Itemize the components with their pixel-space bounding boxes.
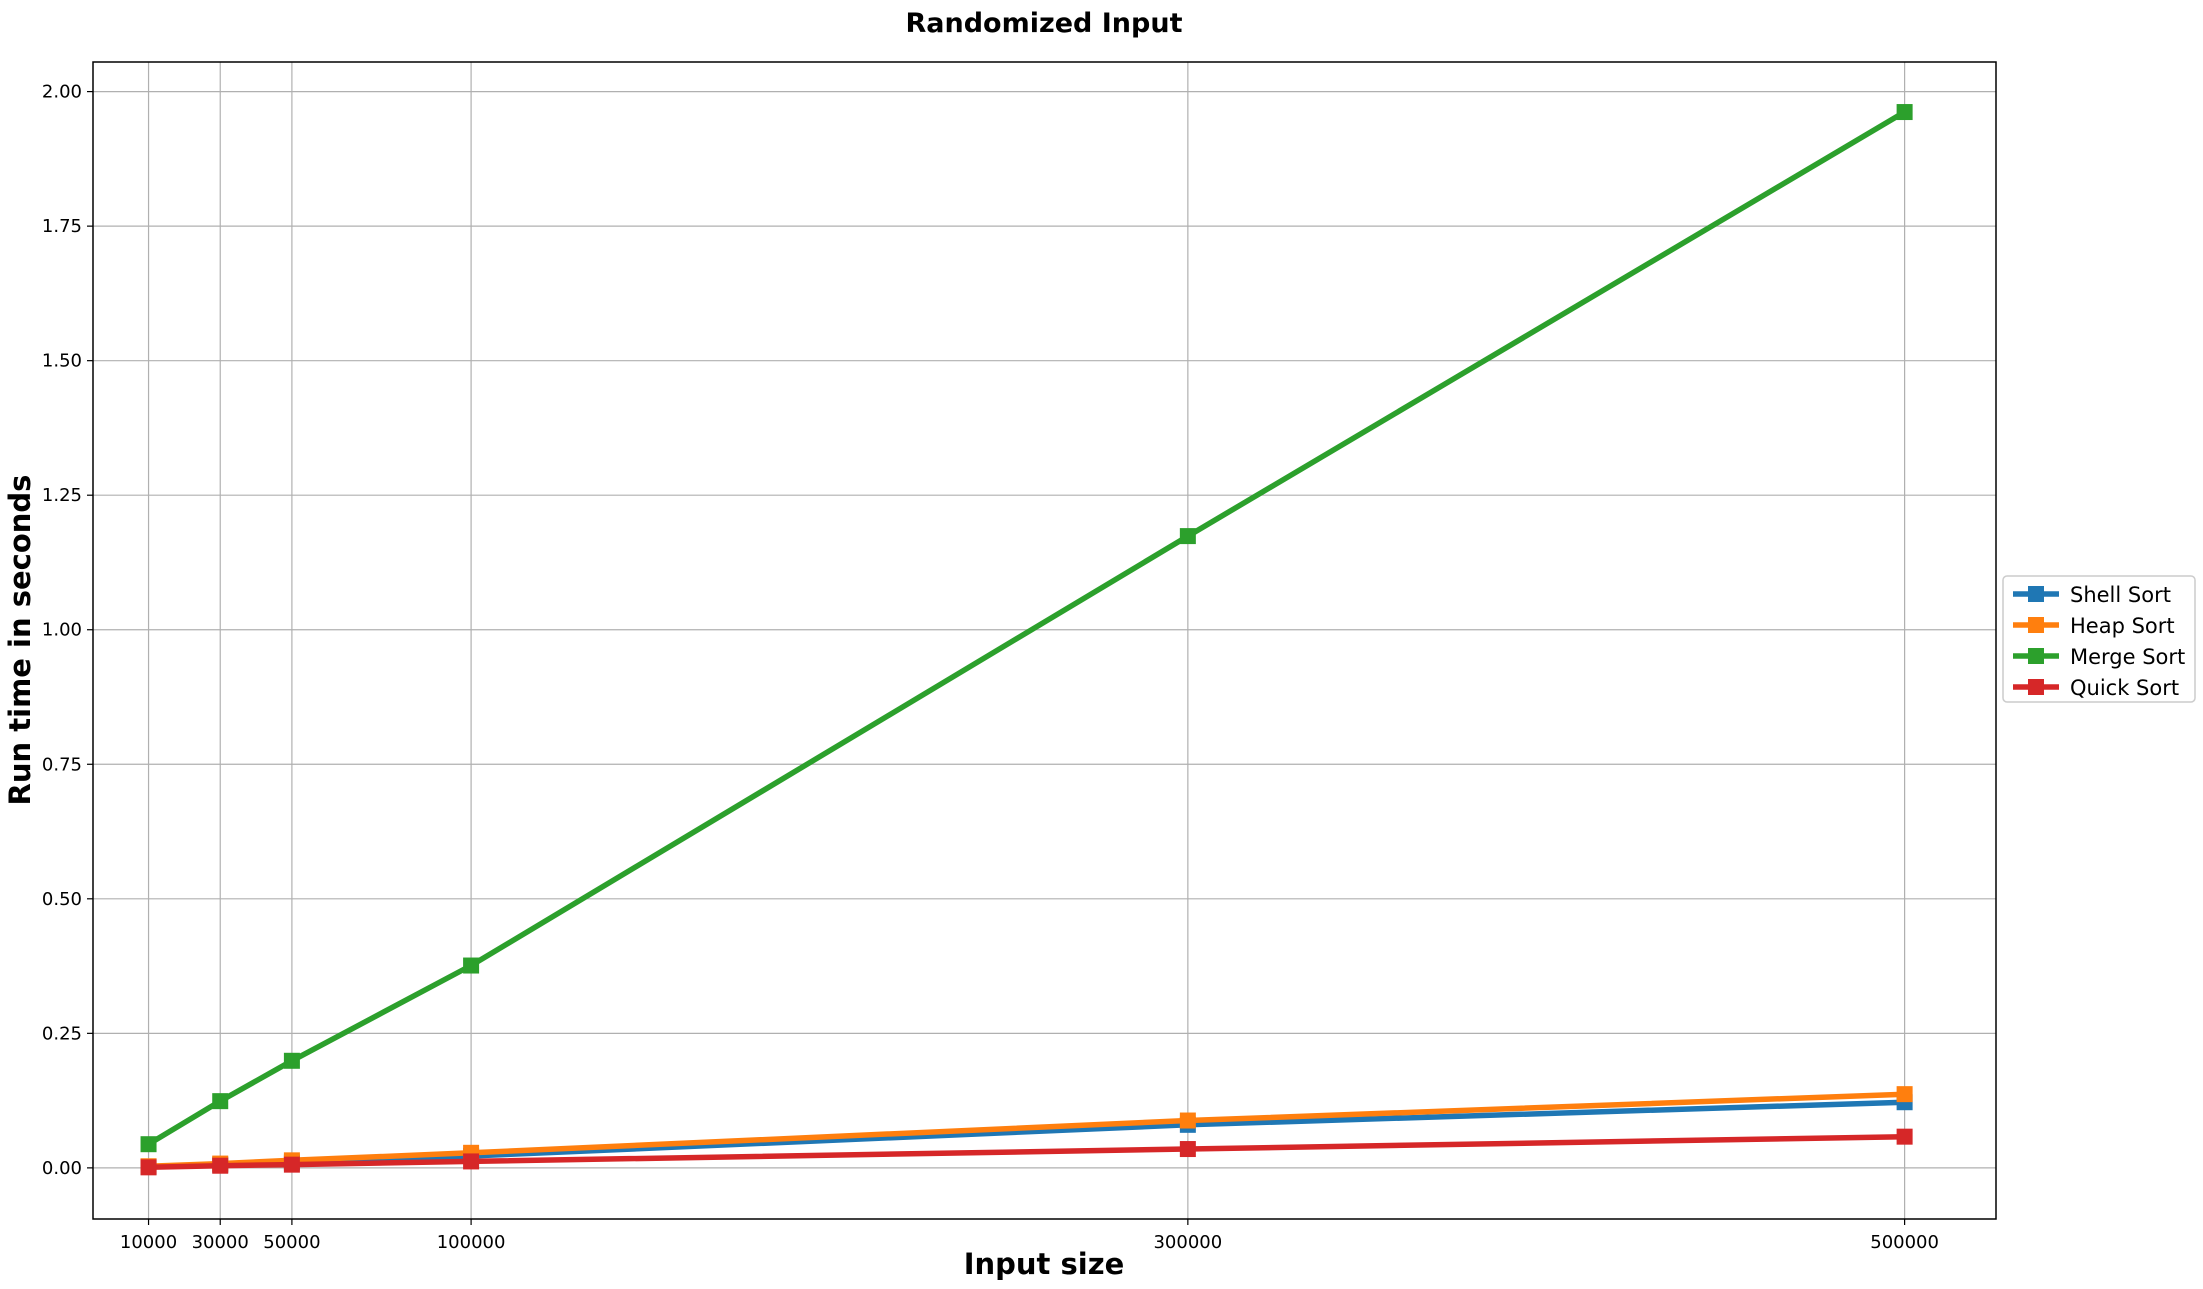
y-tick-label: 1.50 bbox=[42, 351, 82, 372]
legend-item: Heap Sort bbox=[2013, 614, 2175, 638]
legend-item: Quick Sort bbox=[2013, 676, 2179, 700]
series-layer bbox=[140, 104, 1913, 1176]
legend-swatch-marker bbox=[2028, 617, 2044, 633]
series-quick-sort bbox=[140, 1128, 1913, 1176]
legend-item: Shell Sort bbox=[2013, 583, 2171, 607]
y-tick-label: 1.25 bbox=[42, 485, 82, 506]
y-tick-label: 0.50 bbox=[42, 889, 82, 910]
legend-item: Merge Sort bbox=[2013, 645, 2185, 669]
data-point-merge-sort bbox=[283, 1052, 300, 1069]
y-tick-label: 0.25 bbox=[42, 1023, 82, 1044]
y-axis-ticks: 0.00 0.25 0.50 0.75 1.00 1.25 1.50 1.75 2.00 bbox=[42, 82, 93, 1179]
y-tick-label: 0.00 bbox=[42, 1158, 82, 1179]
x-tick-label: 10000 bbox=[120, 1232, 177, 1253]
data-point-heap-sort bbox=[1896, 1086, 1913, 1103]
data-point-quick-sort bbox=[283, 1156, 300, 1173]
x-tick-label: 100000 bbox=[437, 1232, 506, 1253]
data-point-merge-sort bbox=[463, 957, 480, 974]
data-point-quick-sort bbox=[212, 1157, 229, 1174]
y-tick-label: 1.75 bbox=[42, 216, 82, 237]
grid bbox=[93, 62, 1996, 1219]
data-point-quick-sort bbox=[1179, 1141, 1196, 1158]
x-tick-label: 50000 bbox=[263, 1232, 320, 1253]
data-point-heap-sort bbox=[1179, 1112, 1196, 1129]
data-point-merge-sort bbox=[212, 1093, 229, 1110]
y-tick-label: 2.00 bbox=[42, 82, 82, 103]
data-point-quick-sort bbox=[463, 1153, 480, 1170]
data-point-quick-sort bbox=[140, 1159, 157, 1176]
series-line-quick-sort bbox=[145, 1133, 1908, 1171]
data-point-merge-sort bbox=[1896, 104, 1913, 121]
data-point-merge-sort bbox=[140, 1136, 157, 1153]
legend-label: Merge Sort bbox=[2070, 645, 2185, 669]
data-point-merge-sort bbox=[1179, 528, 1196, 545]
y-tick-label: 0.75 bbox=[42, 754, 82, 775]
plot-frame bbox=[92, 61, 1997, 1220]
legend-swatch-marker bbox=[2028, 679, 2044, 695]
legend-label: Quick Sort bbox=[2070, 676, 2179, 700]
x-tick-label: 300000 bbox=[1153, 1232, 1222, 1253]
legend-frame bbox=[2002, 575, 2196, 703]
x-tick-label: 30000 bbox=[192, 1232, 249, 1253]
series-merge-sort bbox=[140, 104, 1913, 1153]
y-tick-label: 1.00 bbox=[42, 620, 82, 641]
series-line-heap-sort bbox=[145, 1091, 1908, 1170]
series-line-merge-sort bbox=[145, 109, 1908, 1147]
legend-swatch-marker bbox=[2028, 586, 2044, 602]
x-axis-ticks: 10000 30000 50000 100000 300000 500000 bbox=[120, 1219, 1939, 1253]
data-point-quick-sort bbox=[1896, 1128, 1913, 1145]
chart-title: Randomized Input bbox=[906, 8, 1183, 39]
x-tick-label: 500000 bbox=[1870, 1232, 1939, 1253]
legend-swatch-marker bbox=[2028, 648, 2044, 664]
y-axis-label: Run time in seconds bbox=[3, 475, 37, 806]
legend: Shell Sort Heap Sort Merge Sort Quick Sort bbox=[2002, 575, 2196, 703]
legend-label: Heap Sort bbox=[2070, 614, 2175, 638]
x-axis-label: Input size bbox=[964, 1247, 1125, 1281]
legend-label: Shell Sort bbox=[2070, 583, 2171, 607]
